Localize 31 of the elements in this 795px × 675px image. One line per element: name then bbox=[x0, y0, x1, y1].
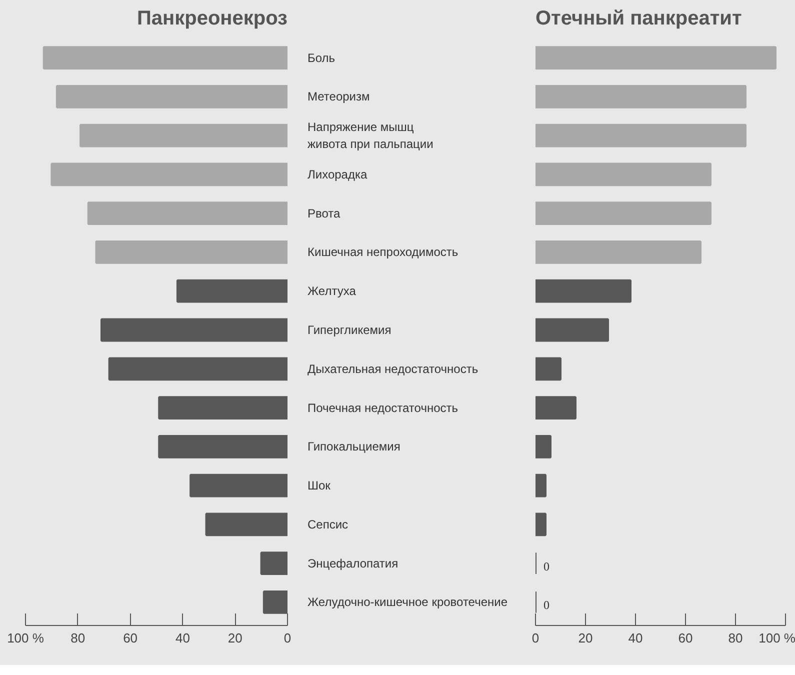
y-tick-label: Напряжение мышц живота при пальпации bbox=[308, 120, 434, 151]
x-tick-label: 40 bbox=[175, 630, 190, 646]
y-tick-label: Почечная недостаточность bbox=[308, 400, 458, 415]
x-tick-label: 80 bbox=[728, 630, 743, 646]
x-tick-label: 0 bbox=[532, 630, 540, 646]
y-tick-label: Сепсис bbox=[308, 517, 348, 532]
y-tick-label: Желтуха bbox=[308, 284, 356, 298]
x-tick-label: 20 bbox=[228, 630, 242, 646]
data-label: 0 bbox=[544, 559, 550, 574]
x-tick-label: 0 bbox=[284, 630, 292, 646]
y-tick-label: Гипокальциемия bbox=[308, 440, 400, 454]
y-tick-label: Рвота bbox=[308, 206, 341, 220]
y-tick-label: Кишечная непроходимость bbox=[308, 245, 458, 260]
data-label: 0 bbox=[544, 598, 550, 612]
y-tick-label: Гипергликемия bbox=[308, 323, 392, 337]
y-tick-label: Желудочно-кишечное кровотечение bbox=[308, 595, 508, 610]
chart-title: Панкреонекроз bbox=[137, 8, 288, 30]
y-tick-label: Лихорадка bbox=[308, 167, 368, 182]
x-tick-label: 100 % bbox=[758, 630, 795, 646]
x-tick-label: 20 bbox=[578, 630, 593, 646]
y-tick-label: Энцефалопатия bbox=[308, 556, 398, 570]
y-tick-label: Боль bbox=[308, 50, 336, 65]
x-tick-label: 100 % bbox=[7, 630, 44, 646]
chart-title: Отечный панкреатит bbox=[536, 8, 742, 30]
y-tick-label: Дыхательная недостаточность bbox=[308, 362, 478, 376]
x-tick-label: 40 bbox=[628, 630, 643, 646]
x-tick-label: 60 bbox=[123, 630, 138, 646]
y-tick-label: Метеоризм bbox=[308, 90, 370, 104]
y-tick-label: Шок bbox=[308, 478, 332, 493]
x-tick-label: 80 bbox=[70, 630, 86, 646]
x-tick-label: 60 bbox=[678, 630, 693, 646]
